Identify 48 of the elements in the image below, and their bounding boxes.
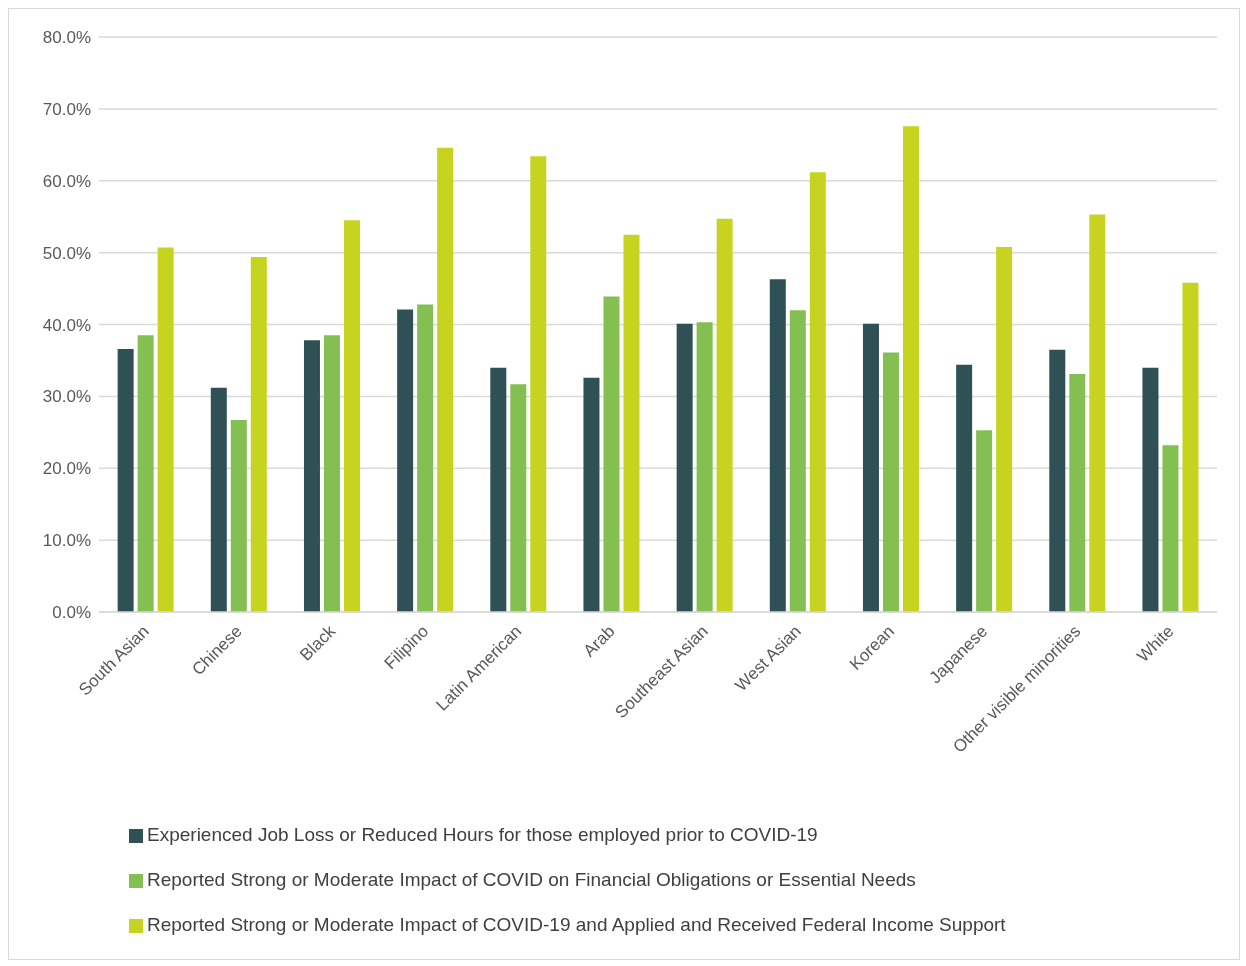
bar — [716, 218, 733, 612]
y-tick-label: 10.0% — [42, 531, 91, 551]
bar — [1089, 214, 1106, 612]
bar — [157, 247, 174, 612]
bar — [1069, 374, 1086, 612]
legend-label: Experienced Job Loss or Reduced Hours for those employed prior to COVID-19 — [147, 824, 818, 845]
bar — [1049, 349, 1066, 612]
bar — [210, 387, 227, 612]
y-tick-label: 70.0% — [42, 99, 91, 119]
bar — [769, 279, 786, 612]
bar — [490, 367, 507, 612]
bar — [976, 430, 993, 612]
y-tick-label: 30.0% — [42, 387, 91, 407]
y-tick-label: 0.0% — [52, 603, 91, 623]
bar — [417, 304, 434, 612]
bar — [862, 323, 879, 612]
bar — [1162, 445, 1179, 612]
bar — [996, 246, 1013, 612]
bar — [230, 420, 247, 612]
y-tick-label: 40.0% — [42, 315, 91, 335]
bar — [323, 335, 340, 612]
legend-label: Reported Strong or Moderate Impact of COVID on Financial Obligations or Essential Needs — [147, 869, 916, 890]
bar — [809, 172, 826, 612]
y-tick-label: 20.0% — [42, 459, 91, 479]
bar — [530, 156, 547, 612]
bar — [1182, 282, 1199, 612]
bar — [1142, 367, 1159, 612]
bar — [789, 310, 806, 612]
legend-label: Reported Strong or Moderate Impact of COVID-19 and Applied and Received Federal Income Support — [147, 914, 1006, 935]
y-tick-label: 80.0% — [42, 28, 91, 48]
bar — [397, 309, 414, 612]
bar — [696, 322, 713, 612]
bar — [623, 234, 640, 612]
y-tick-label: 50.0% — [42, 243, 91, 263]
bar — [137, 335, 154, 612]
bar — [117, 348, 134, 612]
bar — [676, 323, 693, 612]
bar — [510, 384, 527, 612]
bar — [603, 296, 620, 612]
bar — [956, 364, 973, 612]
bar — [250, 256, 267, 612]
bar — [583, 377, 600, 612]
bar — [303, 340, 320, 612]
bar — [343, 220, 360, 612]
bar — [902, 126, 919, 612]
bar — [882, 352, 899, 612]
bar — [437, 147, 454, 612]
y-tick-label: 60.0% — [42, 171, 91, 191]
